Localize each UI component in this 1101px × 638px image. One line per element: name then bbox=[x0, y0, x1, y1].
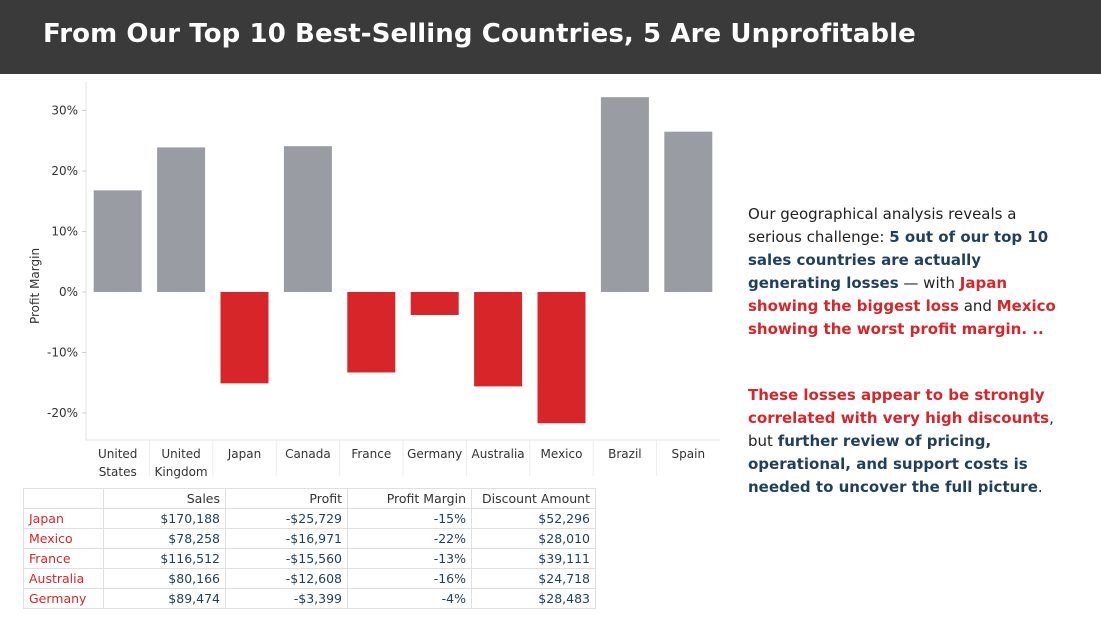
profit-margin-cell: -22% bbox=[347, 528, 472, 549]
discount-amount-cell: $39,111 bbox=[471, 548, 596, 569]
table-row: Germany $89,474 -$3,399 -4% $28,483 bbox=[23, 588, 596, 609]
x-tick-label: Mexico bbox=[541, 447, 583, 461]
bar bbox=[537, 292, 586, 424]
table-corner-cell bbox=[23, 488, 104, 509]
narrative-highlight-unprofitable: 5 out of our top 10 sales countries are … bbox=[748, 228, 1049, 292]
y-axis-title: Profit Margin bbox=[28, 248, 42, 324]
discount-amount-cell: $24,718 bbox=[471, 568, 596, 589]
table-row: Mexico $78,258 -$16,971 -22% $28,010 bbox=[23, 528, 596, 549]
profit-cell: -$12,608 bbox=[225, 568, 348, 589]
narrative-highlight-japan: Japan showing the biggest loss bbox=[748, 274, 1008, 315]
table-row: Australia $80,166 -$12,608 -16% $24,718 bbox=[23, 568, 596, 589]
profit-cell: -$15,560 bbox=[225, 548, 348, 569]
profit-margin-bar-chart: 30% 20% 10% 0% -10% -20% Profit Margin United St… bbox=[28, 82, 720, 479]
discount-amount-cell: $28,483 bbox=[471, 588, 596, 609]
title-bar: From Our Top 10 Best-Selling Countries, … bbox=[0, 0, 1101, 74]
table-row: Japan $170,188 -$25,729 -15% $52,296 bbox=[23, 508, 596, 529]
bar bbox=[283, 146, 332, 292]
narrative-highlight-review: further review of pricing, operational, … bbox=[748, 432, 1038, 496]
bar bbox=[93, 190, 142, 292]
unprofitable-countries-table: Sales Profit Profit Margin Discount Amou… bbox=[23, 488, 596, 609]
x-tick-label: Germany bbox=[407, 447, 462, 461]
bar bbox=[474, 292, 523, 387]
y-tick-label: 30% bbox=[51, 104, 78, 118]
column-header-sales: Sales bbox=[103, 488, 226, 509]
page-title: From Our Top 10 Best-Selling Countries, … bbox=[43, 19, 916, 49]
profit-margin-cell: -13% bbox=[347, 548, 472, 569]
bar bbox=[410, 292, 459, 315]
profit-cell: -$25,729 bbox=[225, 508, 348, 529]
x-tick-label: Japan bbox=[227, 447, 261, 461]
y-tick-label: 0% bbox=[59, 285, 78, 299]
profit-margin-cell: -16% bbox=[347, 568, 472, 589]
column-header-profit: Profit bbox=[225, 488, 348, 509]
sales-cell: $170,188 bbox=[103, 508, 226, 529]
narrative-paragraph-2: These losses appear to be strongly corre… bbox=[748, 384, 1058, 499]
narrative-text: and bbox=[958, 297, 997, 315]
x-tick-label: Brazil bbox=[608, 447, 642, 461]
discount-amount-cell: $28,010 bbox=[471, 528, 596, 549]
country-cell: Mexico bbox=[23, 528, 104, 549]
bar bbox=[347, 292, 396, 373]
narrative-highlight-mexico: Mexico showing the worst profit margin. … bbox=[748, 297, 1056, 338]
narrative-text: , but bbox=[748, 409, 1054, 450]
discount-amount-cell: $52,296 bbox=[471, 508, 596, 529]
x-tick-label: United bbox=[161, 447, 200, 461]
country-cell: Japan bbox=[23, 508, 104, 529]
narrative-text: . bbox=[1037, 478, 1043, 496]
x-tick-label: Canada bbox=[285, 447, 331, 461]
profit-cell: -$16,971 bbox=[225, 528, 348, 549]
column-header-profit-margin: Profit Margin bbox=[347, 488, 472, 509]
narrative-paragraph-1: Our geographical analysis reveals a seri… bbox=[748, 203, 1058, 341]
narrative-highlight-discounts: These losses appear to be strongly corre… bbox=[748, 386, 1050, 427]
x-tick-label: States bbox=[99, 465, 137, 479]
table-header-row: Sales Profit Profit Margin Discount Amou… bbox=[23, 488, 596, 509]
y-tick-label: 10% bbox=[51, 225, 78, 239]
column-header-discount-amount: Discount Amount bbox=[471, 488, 596, 509]
table-row: France $116,512 -$15,560 -13% $39,111 bbox=[23, 548, 596, 569]
bar bbox=[664, 131, 713, 292]
x-tick-label: United bbox=[98, 447, 137, 461]
x-tick-label: Spain bbox=[672, 447, 706, 461]
x-tick-label: Kingdom bbox=[155, 465, 208, 479]
y-tick-label: 20% bbox=[51, 164, 78, 178]
bar bbox=[220, 292, 269, 384]
country-cell: Australia bbox=[23, 568, 104, 589]
bar bbox=[157, 147, 206, 292]
sales-cell: $89,474 bbox=[103, 588, 226, 609]
country-cell: France bbox=[23, 548, 104, 569]
bar bbox=[600, 97, 649, 292]
country-cell: Germany bbox=[23, 588, 104, 609]
sales-cell: $80,166 bbox=[103, 568, 226, 589]
sales-cell: $78,258 bbox=[103, 528, 226, 549]
profit-margin-cell: -4% bbox=[347, 588, 472, 609]
narrative-text: — with bbox=[898, 274, 960, 292]
sales-cell: $116,512 bbox=[103, 548, 226, 569]
y-tick-label: -20% bbox=[47, 406, 78, 420]
narrative-text: Our geographical analysis reveals a seri… bbox=[748, 205, 1017, 246]
x-tick-label: Australia bbox=[472, 447, 525, 461]
profit-cell: -$3,399 bbox=[225, 588, 348, 609]
y-tick-label: -10% bbox=[47, 346, 78, 360]
x-tick-label: France bbox=[351, 447, 391, 461]
profit-margin-cell: -15% bbox=[347, 508, 472, 529]
